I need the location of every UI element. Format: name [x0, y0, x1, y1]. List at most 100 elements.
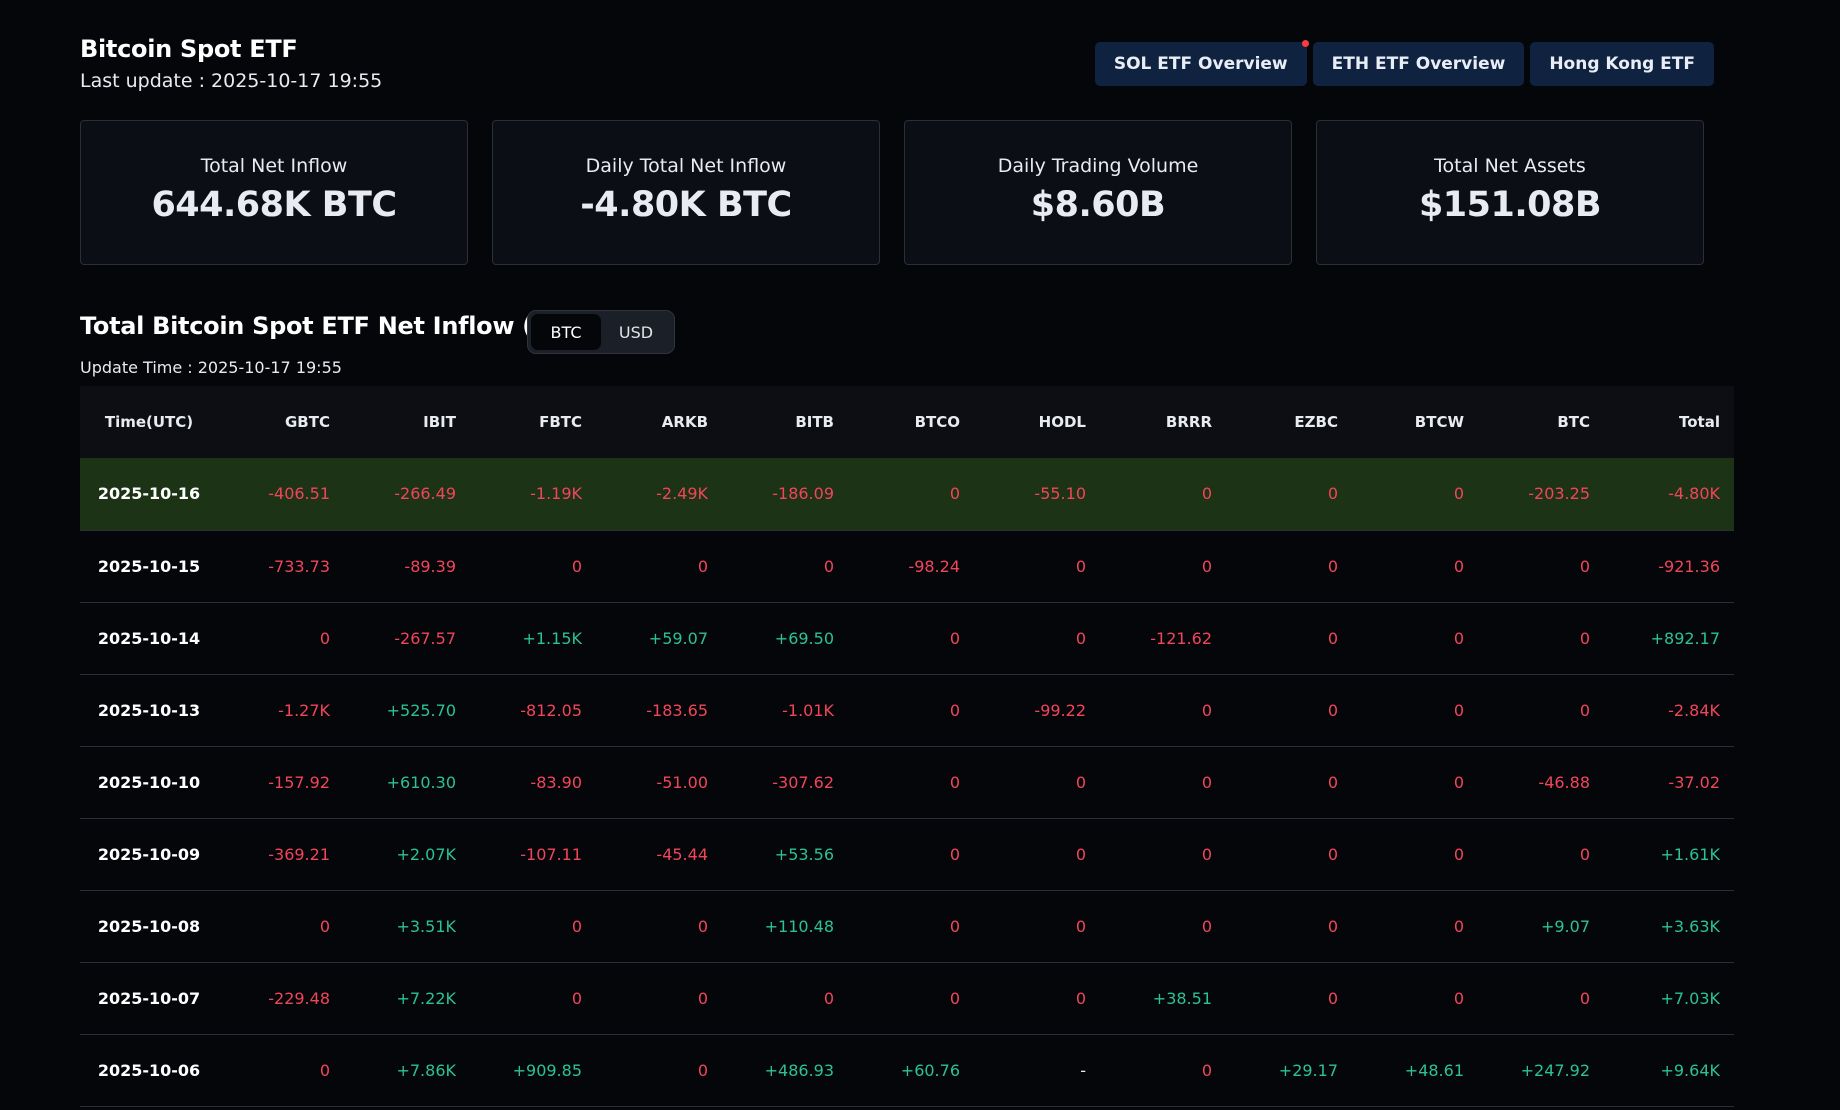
column-header-arkb[interactable]: ARKB [661, 413, 708, 431]
card-value: -4.80K BTC [580, 185, 792, 225]
cell-ibit: +7.86K [396, 1060, 456, 1080]
cell-arkb: 0 [697, 916, 708, 936]
cell-brrr: 0 [1201, 556, 1212, 576]
cell-hodl: 0 [1075, 628, 1086, 648]
cell-btco: 0 [949, 484, 960, 504]
table-row: 2025-10-07 -229.48 +7.22K 0 0 0 0 0 +38.51 0 0 0 +7.… [80, 962, 1734, 1034]
table-row: 2025-10-16 -406.51 -266.49 -1.19K -2.49K -186… [80, 458, 1734, 530]
cell-total: -37.02 [1668, 772, 1720, 792]
cell-arkb: 0 [697, 556, 708, 576]
cell-bitb: -307.62 [772, 772, 834, 792]
cell-arkb: 0 [697, 988, 708, 1008]
cell-ibit: -266.49 [394, 484, 456, 504]
cell-btcw: 0 [1453, 988, 1464, 1008]
cell-btco: 0 [949, 988, 960, 1008]
nav-label: Hong Kong ETF [1549, 54, 1695, 74]
cell-ibit: -267.57 [394, 628, 456, 648]
column-header-total[interactable]: Total [1679, 413, 1720, 431]
card-value: 644.68K BTC [151, 185, 397, 225]
update-time: Update Time : 2025-10-17 19:55 [80, 358, 342, 377]
cell-brrr: 0 [1201, 772, 1212, 792]
cell-ibit: -89.39 [404, 556, 456, 576]
cell-ezbc: 0 [1327, 988, 1338, 1008]
cell-btco: 0 [949, 916, 960, 936]
column-header-ibit[interactable]: IBIT [423, 413, 456, 431]
cell-gbtc: -733.73 [268, 556, 330, 576]
table-body: 2025-10-16 -406.51 -266.49 -1.19K -2.49K -186… [80, 458, 1734, 1106]
row-date: 2025-10-14 [97, 628, 201, 648]
cell-btc: -203.25 [1528, 484, 1590, 504]
row-date: 2025-10-09 [97, 844, 201, 864]
row-date: 2025-10-15 [97, 556, 201, 576]
cell-gbtc: -229.48 [268, 988, 330, 1008]
notification-dot-icon [1301, 40, 1309, 47]
toggle-btc[interactable]: BTC [531, 314, 601, 350]
card-value: $8.60B [1030, 185, 1166, 225]
card-label: Daily Total Net Inflow [585, 155, 787, 177]
card-label: Daily Trading Volume [997, 155, 1199, 177]
eth-etf-overview-button[interactable]: ETH ETF Overview [1312, 42, 1525, 86]
cell-bitb: +110.48 [764, 916, 834, 936]
content: Bitcoin Spot ETF Last update : 2025-10-1… [80, 0, 1734, 1106]
column-header-gbtc[interactable]: GBTC [285, 413, 330, 431]
cell-gbtc: 0 [319, 916, 330, 936]
cell-brrr: -121.62 [1150, 628, 1212, 648]
cell-hodl: 0 [1075, 988, 1086, 1008]
cell-arkb: -45.44 [656, 844, 708, 864]
hong-kong-etf-button[interactable]: Hong Kong ETF [1530, 42, 1714, 86]
cell-hodl: 0 [1075, 556, 1086, 576]
cell-hodl: 0 [1075, 772, 1086, 792]
cell-hodl: - [1080, 1060, 1086, 1080]
cell-ibit: +525.70 [386, 700, 456, 720]
cell-gbtc: -1.27K [278, 700, 330, 720]
cell-btc: 0 [1579, 844, 1590, 864]
cell-bitb: 0 [823, 988, 834, 1008]
card-value: $151.08B [1418, 185, 1602, 225]
row-date: 2025-10-08 [97, 916, 201, 936]
cell-fbtc: +909.85 [512, 1060, 582, 1080]
column-header-btc[interactable]: BTC [1557, 413, 1590, 431]
row-date: 2025-10-13 [97, 700, 201, 720]
cell-fbtc: +1.15K [522, 628, 582, 648]
cell-fbtc: 0 [571, 916, 582, 936]
cell-btc: -46.88 [1538, 772, 1590, 792]
cell-btc: +9.07 [1540, 916, 1590, 936]
nav-label: SOL ETF Overview [1113, 54, 1288, 74]
cell-bitb: +53.56 [774, 844, 834, 864]
cell-brrr: 0 [1201, 916, 1212, 936]
cell-fbtc: 0 [571, 988, 582, 1008]
table-row: 2025-10-08 0 +3.51K 0 0 +110.48 0 0 0 0 0 +9.07 +3.6… [80, 890, 1734, 962]
column-header-ezbc[interactable]: EZBC [1294, 413, 1338, 431]
column-header-hodl[interactable]: HODL [1038, 413, 1086, 431]
cell-ezbc: 0 [1327, 772, 1338, 792]
cell-btc: 0 [1579, 556, 1590, 576]
header: Bitcoin Spot ETF Last update : 2025-10-1… [80, 0, 1714, 120]
cell-btco: +60.76 [900, 1060, 960, 1080]
column-header-time-utc[interactable]: Time(UTC) [104, 413, 194, 431]
column-header-fbtc[interactable]: FBTC [539, 413, 582, 431]
card-label: Total Net Inflow [200, 155, 348, 177]
cell-fbtc: -107.11 [520, 844, 582, 864]
table-row: 2025-10-13 -1.27K +525.70 -812.05 -183.65 -1.… [80, 674, 1734, 746]
cell-gbtc: -157.92 [268, 772, 330, 792]
row-date: 2025-10-07 [97, 988, 201, 1008]
cell-gbtc: 0 [319, 1060, 330, 1080]
cell-btco: 0 [949, 844, 960, 864]
table-header: Time(UTC) GBTC IBIT FBTC ARKB BITB BTCO HODL BRR… [80, 386, 1734, 458]
cell-hodl: -55.10 [1034, 484, 1086, 504]
cell-btcw: +48.61 [1404, 1060, 1464, 1080]
cell-total: +892.17 [1650, 628, 1720, 648]
column-header-bitb[interactable]: BITB [795, 413, 834, 431]
total-net-assets-card: Total Net Assets $151.08B [1316, 120, 1704, 265]
cell-btcw: 0 [1453, 484, 1464, 504]
summary-cards: Total Net Inflow 644.68K BTC Daily Total… [80, 120, 1704, 265]
column-header-btco[interactable]: BTCO [914, 413, 960, 431]
toggle-usd[interactable]: USD [618, 322, 654, 342]
sol-etf-overview-button[interactable]: SOL ETF Overview [1094, 40, 1309, 86]
cell-ezbc: 0 [1327, 484, 1338, 504]
column-header-btcw[interactable]: BTCW [1414, 413, 1464, 431]
column-header-brrr[interactable]: BRRR [1165, 413, 1212, 431]
cell-hodl: 0 [1075, 844, 1086, 864]
cell-fbtc: 0 [571, 556, 582, 576]
